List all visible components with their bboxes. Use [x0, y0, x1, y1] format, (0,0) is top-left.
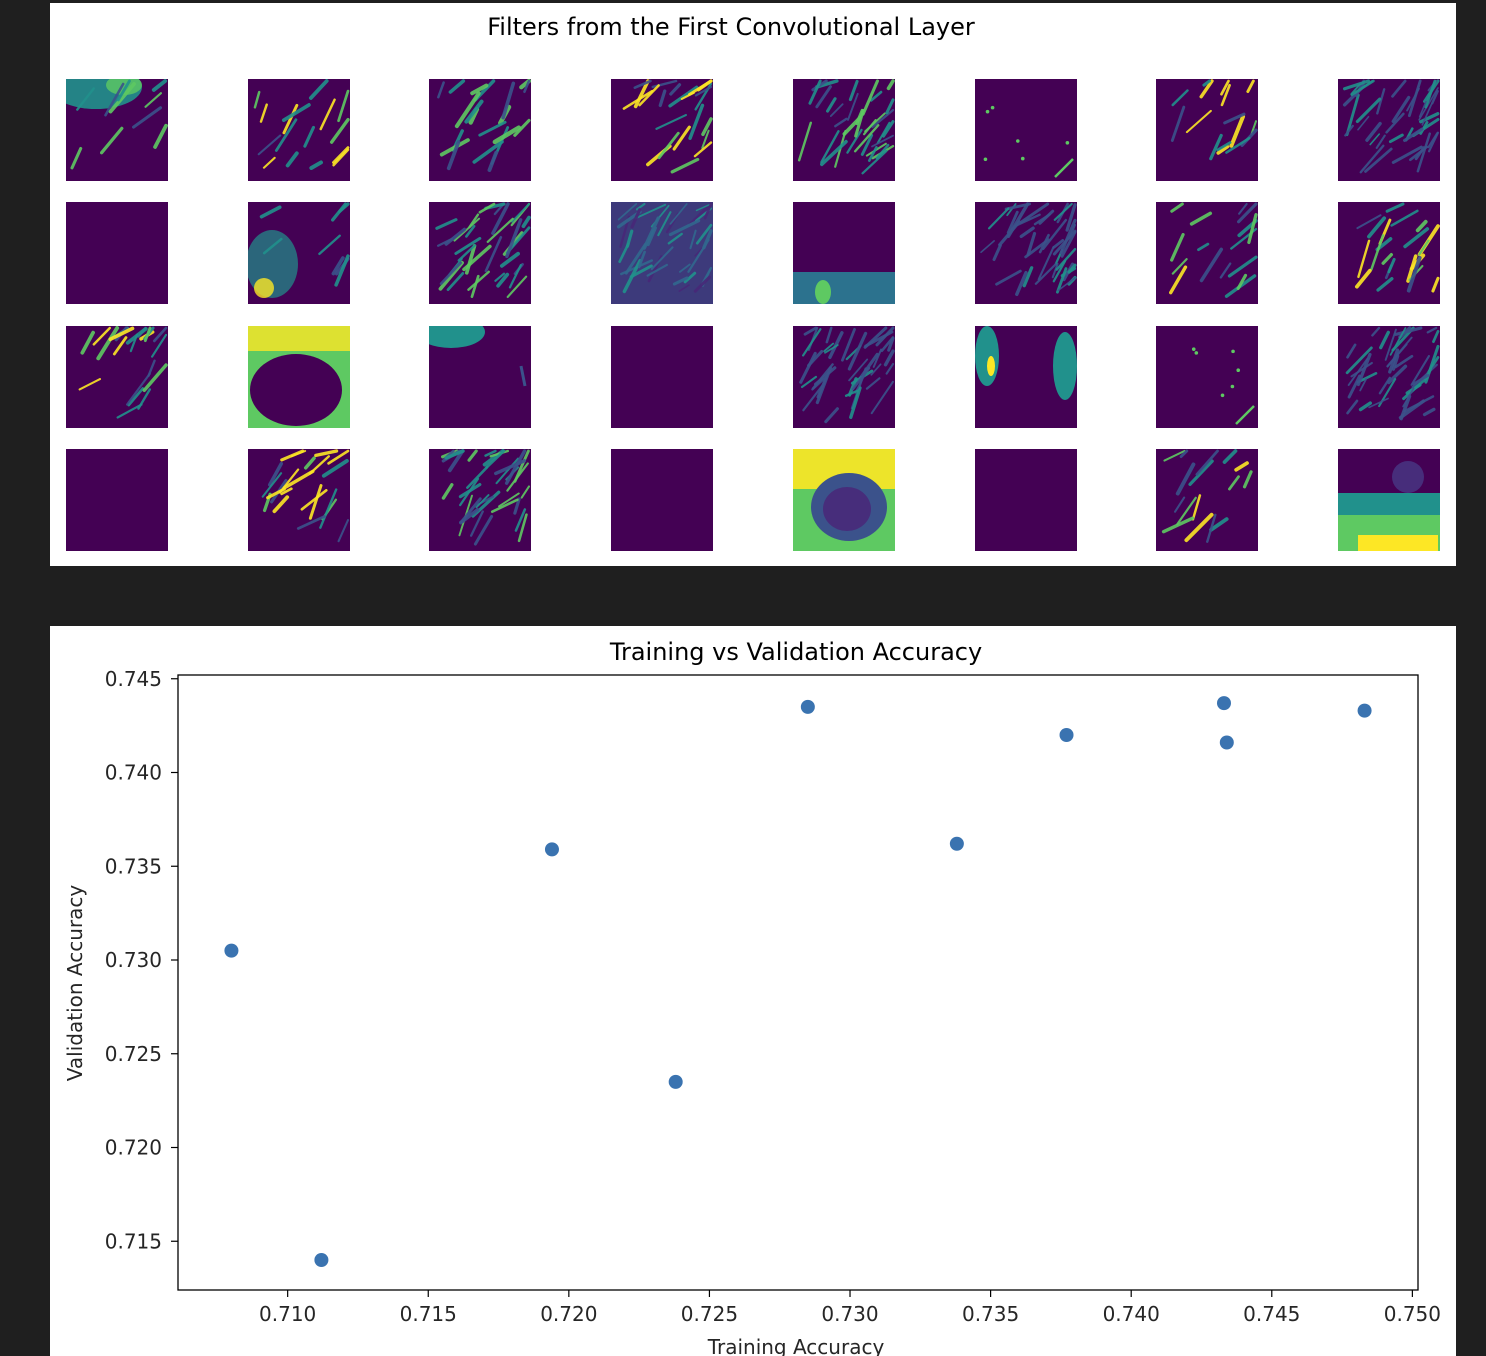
- filters-figure: Filters from the First Convolutional Lay…: [50, 3, 1456, 566]
- scatter-point: [1216, 696, 1231, 711]
- x-axis: 0.710 0.715 0.720 0.725 0.730 0.735 0.740 0.745…: [259, 1290, 1441, 1326]
- filter-tile: [611, 79, 713, 181]
- filter-tile: [248, 202, 350, 304]
- y-tick-label: 0.735: [105, 854, 162, 878]
- y-tick-label: 0.725: [105, 1042, 162, 1066]
- scatter-points: [224, 696, 1372, 1267]
- filter-tile: [1338, 326, 1440, 428]
- filter-tile: [975, 79, 1077, 181]
- y-axis-label: Validation Accuracy: [63, 885, 87, 1082]
- plot-frame: [177, 674, 1419, 1291]
- filter-tile: [429, 449, 531, 551]
- filter-tile: [975, 449, 1077, 551]
- x-tick-label: 0.725: [681, 1302, 738, 1326]
- x-tick-label: 0.710: [259, 1302, 316, 1326]
- filter-tile: [248, 449, 350, 551]
- y-tick-label: 0.715: [105, 1229, 162, 1253]
- filter-tile: [429, 326, 531, 428]
- x-tick-label: 0.745: [1243, 1302, 1300, 1326]
- filter-tile: [1338, 449, 1440, 551]
- filter-grid: [66, 79, 1440, 551]
- filter-tile: [975, 326, 1077, 428]
- filter-tile: [793, 79, 895, 181]
- scatter-point: [314, 1253, 329, 1267]
- filter-tile: [248, 79, 350, 181]
- filter-tile: [429, 79, 531, 181]
- filter-tile: [1338, 79, 1440, 181]
- y-tick-label: 0.730: [105, 948, 162, 972]
- filter-tile: [1156, 449, 1258, 551]
- scatter-point: [224, 943, 239, 958]
- filter-tile: [1156, 326, 1258, 428]
- filter-tile: [793, 326, 895, 428]
- scatter-point: [1059, 728, 1074, 742]
- filter-tile: [66, 449, 168, 551]
- scatter-point: [668, 1074, 683, 1089]
- filters-title: Filters from the First Convolutional Lay…: [487, 13, 975, 41]
- x-tick-label: 0.740: [1103, 1302, 1160, 1326]
- filter-tile: [1156, 202, 1258, 304]
- x-axis-label: Training Accuracy: [707, 1335, 885, 1356]
- filters-svg: Filters from the First Convolutional Lay…: [66, 13, 1440, 551]
- filter-tile: [66, 79, 168, 181]
- x-tick-label: 0.730: [821, 1302, 878, 1326]
- filter-tile: [793, 202, 895, 304]
- filter-tile: [1156, 79, 1258, 181]
- filter-tile: [429, 202, 531, 304]
- scatter-svg: Training vs Validation Accuracy 0.710 0.7…: [63, 638, 1441, 1356]
- x-tick-label: 0.720: [540, 1302, 597, 1326]
- y-axis: 0.715 0.720 0.725 0.730 0.735 0.740 0.745: [105, 667, 178, 1253]
- filter-tile: [248, 326, 350, 428]
- filter-tile: [611, 326, 713, 428]
- scatter-point: [800, 699, 815, 714]
- y-tick-label: 0.740: [105, 761, 162, 785]
- filter-tile: [975, 202, 1077, 304]
- x-tick-label: 0.715: [400, 1302, 457, 1326]
- x-tick-label: 0.750: [1384, 1302, 1441, 1326]
- filter-tile: [611, 202, 713, 304]
- chart-title: Training vs Validation Accuracy: [609, 638, 982, 666]
- filter-tile: [611, 449, 713, 551]
- filter-tile: [1338, 202, 1440, 304]
- y-tick-label: 0.720: [105, 1136, 162, 1160]
- y-tick-label: 0.745: [105, 667, 162, 691]
- filter-tile: [66, 202, 168, 304]
- filter-tile: [66, 326, 168, 428]
- scatter-point: [1357, 703, 1372, 718]
- x-tick-label: 0.735: [962, 1302, 1019, 1326]
- scatter-point: [544, 842, 559, 857]
- scatter-figure: Training vs Validation Accuracy 0.710 0.7…: [50, 626, 1456, 1356]
- scatter-point: [1219, 735, 1234, 750]
- scatter-point: [949, 836, 964, 851]
- filter-tile: [793, 449, 895, 551]
